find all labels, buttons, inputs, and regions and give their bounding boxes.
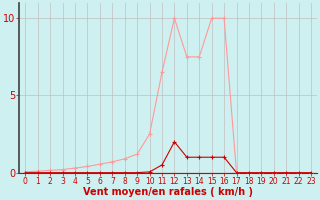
X-axis label: Vent moyen/en rafales ( km/h ): Vent moyen/en rafales ( km/h ): [83, 187, 253, 197]
